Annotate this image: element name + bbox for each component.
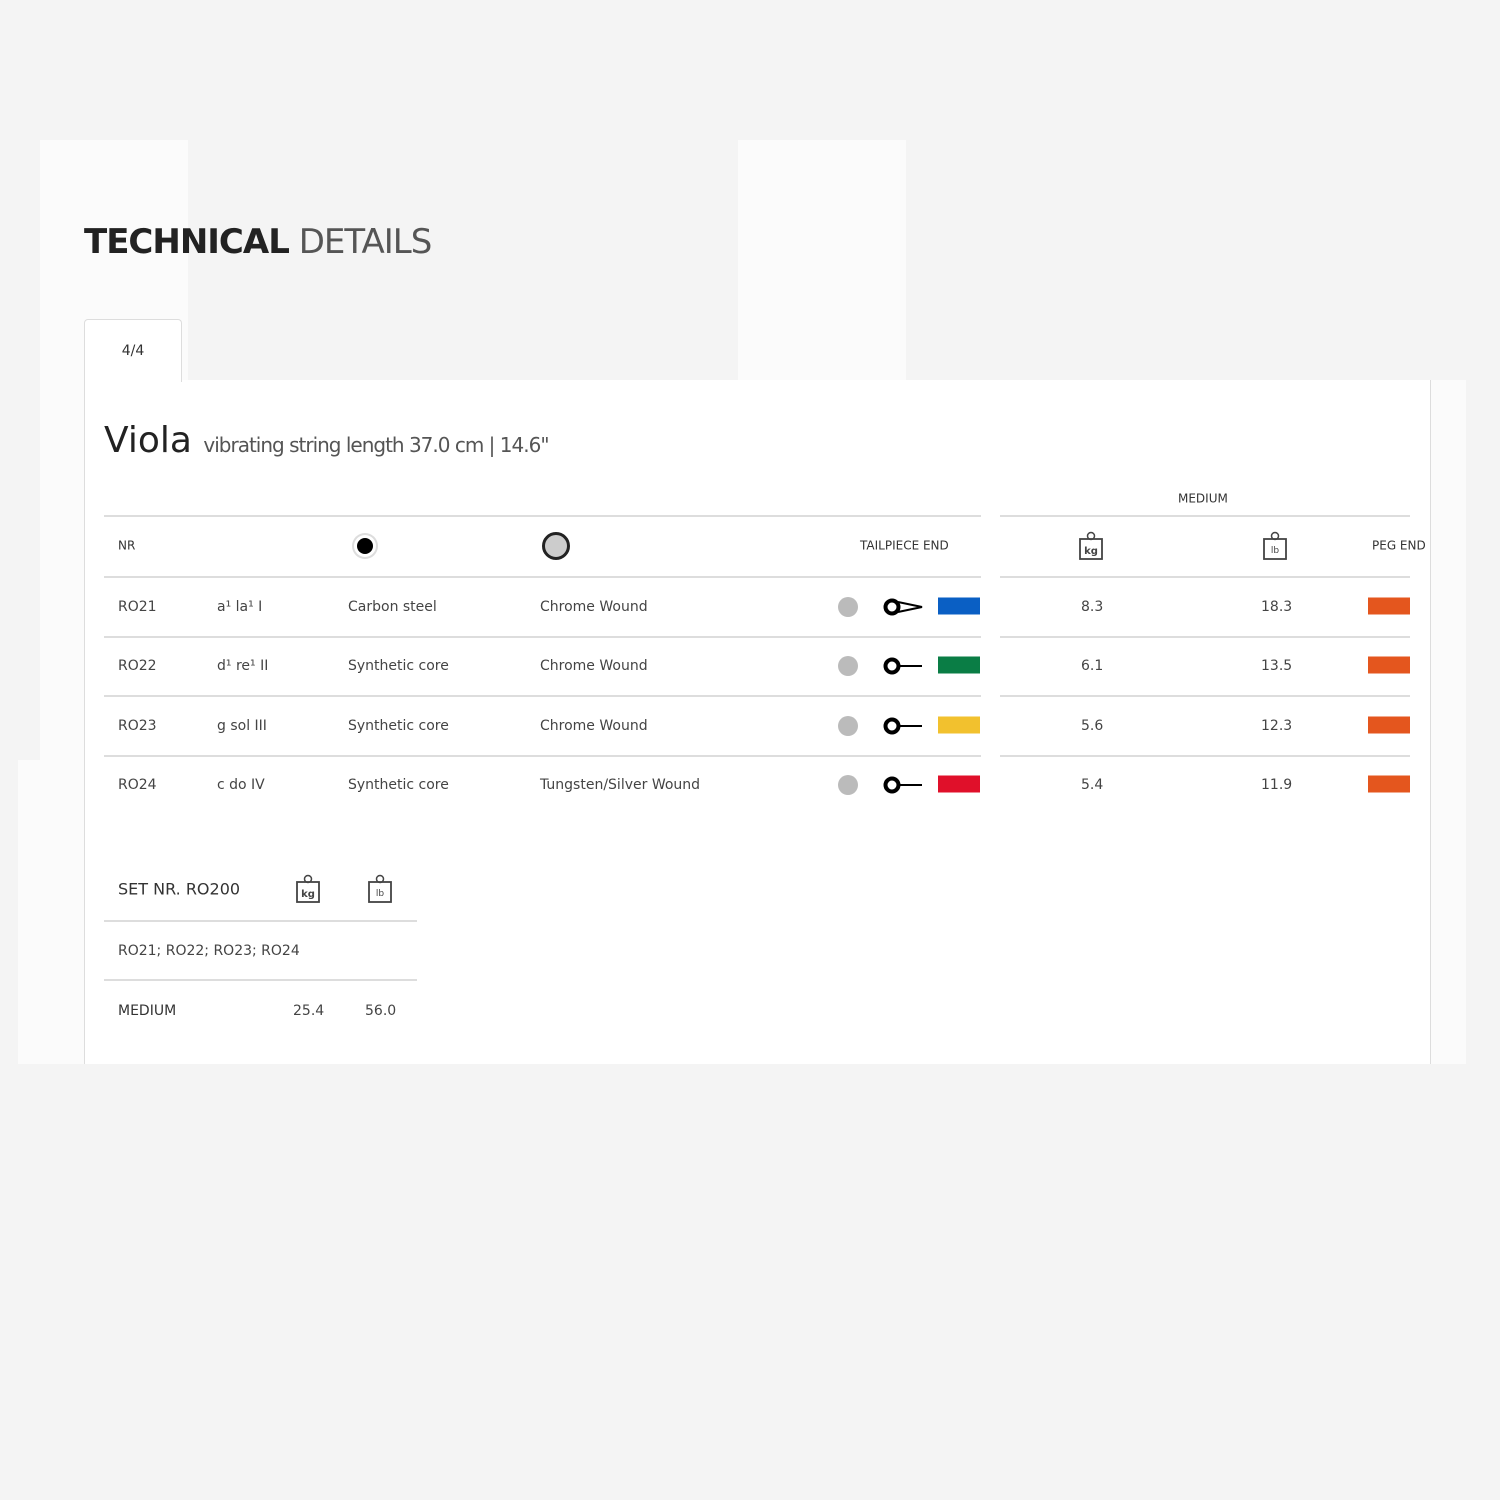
peg-color-swatch — [1368, 597, 1410, 615]
peg-header: PEG END — [1372, 538, 1426, 553]
tailpiece-color-swatch — [938, 597, 980, 615]
details-card — [84, 380, 1431, 1064]
tab-4-4[interactable]: 4/4 — [84, 319, 182, 382]
svg-text:kg: kg — [301, 889, 315, 900]
tailpiece-color-swatch — [938, 656, 980, 674]
loop-end-icon — [883, 598, 923, 616]
svg-text:lb: lb — [376, 889, 385, 899]
core-icon — [352, 533, 378, 559]
string-note: d¹ re¹ II — [217, 658, 269, 674]
tension-lb: 18.3 — [1261, 599, 1293, 615]
string-note: c do IV — [217, 777, 265, 793]
peg-color-swatch — [1368, 716, 1410, 734]
tailpiece-header: TAILPIECE END — [860, 538, 949, 553]
string-winding: Chrome Wound — [540, 658, 648, 674]
tension-kg: 5.4 — [1081, 777, 1104, 793]
string-core: Carbon steel — [348, 599, 437, 615]
tension-lb: 11.9 — [1261, 777, 1293, 793]
medium-header: MEDIUM — [1178, 491, 1228, 506]
set-kg: 25.4 — [293, 1003, 325, 1019]
grey-dot-icon — [838, 716, 858, 736]
weight-kg-icon: kg — [1079, 531, 1103, 560]
string-winding: Chrome Wound — [540, 718, 648, 734]
grey-dot-icon — [838, 656, 858, 676]
ball-end-icon — [883, 717, 922, 735]
tailpiece-color-swatch — [938, 775, 980, 793]
string-winding: Tungsten/Silver Wound — [540, 777, 701, 793]
set-tension: MEDIUM — [118, 1003, 177, 1019]
string-number: RO23 — [118, 718, 157, 734]
string-winding: Chrome Wound — [540, 599, 648, 615]
string-core: Synthetic core — [348, 777, 449, 793]
set-lb: 56.0 — [365, 1003, 397, 1019]
grey-dot-icon — [838, 775, 858, 795]
weight-lb-icon: lb — [368, 874, 392, 903]
tension-kg: 8.3 — [1081, 599, 1104, 615]
tension-lb: 13.5 — [1261, 658, 1293, 674]
ball-end-icon — [883, 657, 922, 675]
nr-header: NR — [118, 538, 136, 553]
tailpiece-color-swatch — [938, 716, 980, 734]
instrument-title: Viola vibrating string length 37.0 cm | … — [104, 420, 550, 461]
tension-kg: 5.6 — [1081, 718, 1104, 734]
set-strings: RO21; RO22; RO23; RO24 — [118, 943, 300, 959]
string-number: RO22 — [118, 658, 157, 674]
string-note: a¹ la¹ I — [217, 599, 263, 615]
grey-dot-icon — [838, 597, 858, 617]
string-number: RO21 — [118, 599, 157, 615]
svg-text:lb: lb — [1271, 546, 1280, 556]
peg-color-swatch — [1368, 656, 1410, 674]
set-title: SET NR. RO200 — [118, 879, 241, 899]
string-core: Synthetic core — [348, 718, 449, 734]
section-heading: TECHNICAL DETAILS — [84, 222, 432, 262]
peg-color-swatch — [1368, 775, 1410, 793]
weight-kg-icon: kg — [296, 874, 320, 903]
tension-lb: 12.3 — [1261, 718, 1293, 734]
tension-kg: 6.1 — [1081, 658, 1104, 674]
ball-end-icon — [883, 776, 922, 794]
winding-icon — [542, 532, 570, 560]
string-core: Synthetic core — [348, 658, 449, 674]
svg-text:kg: kg — [1084, 546, 1098, 557]
string-number: RO24 — [118, 777, 157, 793]
string-note: g sol III — [217, 718, 267, 734]
weight-lb-icon: lb — [1263, 531, 1287, 560]
